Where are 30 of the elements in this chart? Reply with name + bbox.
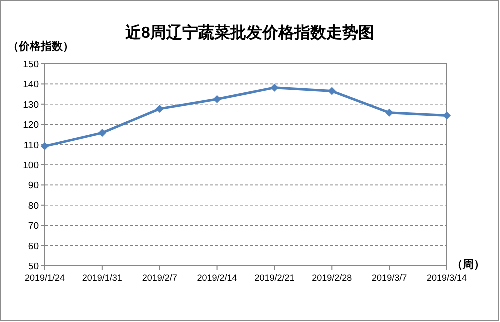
point	[443, 112, 451, 120]
x-tick-label: 2019/2/14	[197, 273, 238, 283]
point	[328, 87, 336, 96]
x-axis-title: （周）	[452, 259, 485, 271]
x-tick-label: 2019/3/7	[372, 273, 408, 283]
point	[386, 108, 394, 117]
y-tick-label: 90	[28, 180, 39, 192]
y-tick-label: 60	[28, 241, 39, 252]
y-tick-label: 80	[28, 200, 39, 212]
y-tick-label: 140	[23, 80, 39, 91]
y-tick-label: 110	[24, 140, 39, 152]
y-axis-title: （价格指数）	[8, 40, 74, 53]
x-tick-label: 2019/2/7	[142, 273, 178, 283]
y-tick-label: 130	[23, 100, 39, 111]
point	[270, 84, 279, 92]
point	[156, 105, 164, 114]
x-tick-label: 2019/2/28	[312, 273, 352, 283]
x-tick-label: 2019/3/14	[426, 273, 468, 283]
point	[213, 95, 222, 104]
x-tick-label: 2019/1/31	[82, 273, 122, 283]
y-tick-label: 100	[23, 160, 39, 172]
point	[41, 142, 49, 150]
y-tick-label: 50	[28, 262, 39, 272]
x-tick-label: 2019/1/24	[24, 273, 66, 283]
chart-title: 近8周辽宁蔬菜批发价格指数走势图	[124, 23, 374, 42]
y-tick-label: 120	[23, 120, 39, 132]
x-tick-label: 2019/2/21	[254, 273, 295, 283]
y-tick-label: 70	[28, 221, 39, 232]
point	[98, 129, 106, 138]
y-tick-label: 150	[23, 60, 39, 70]
